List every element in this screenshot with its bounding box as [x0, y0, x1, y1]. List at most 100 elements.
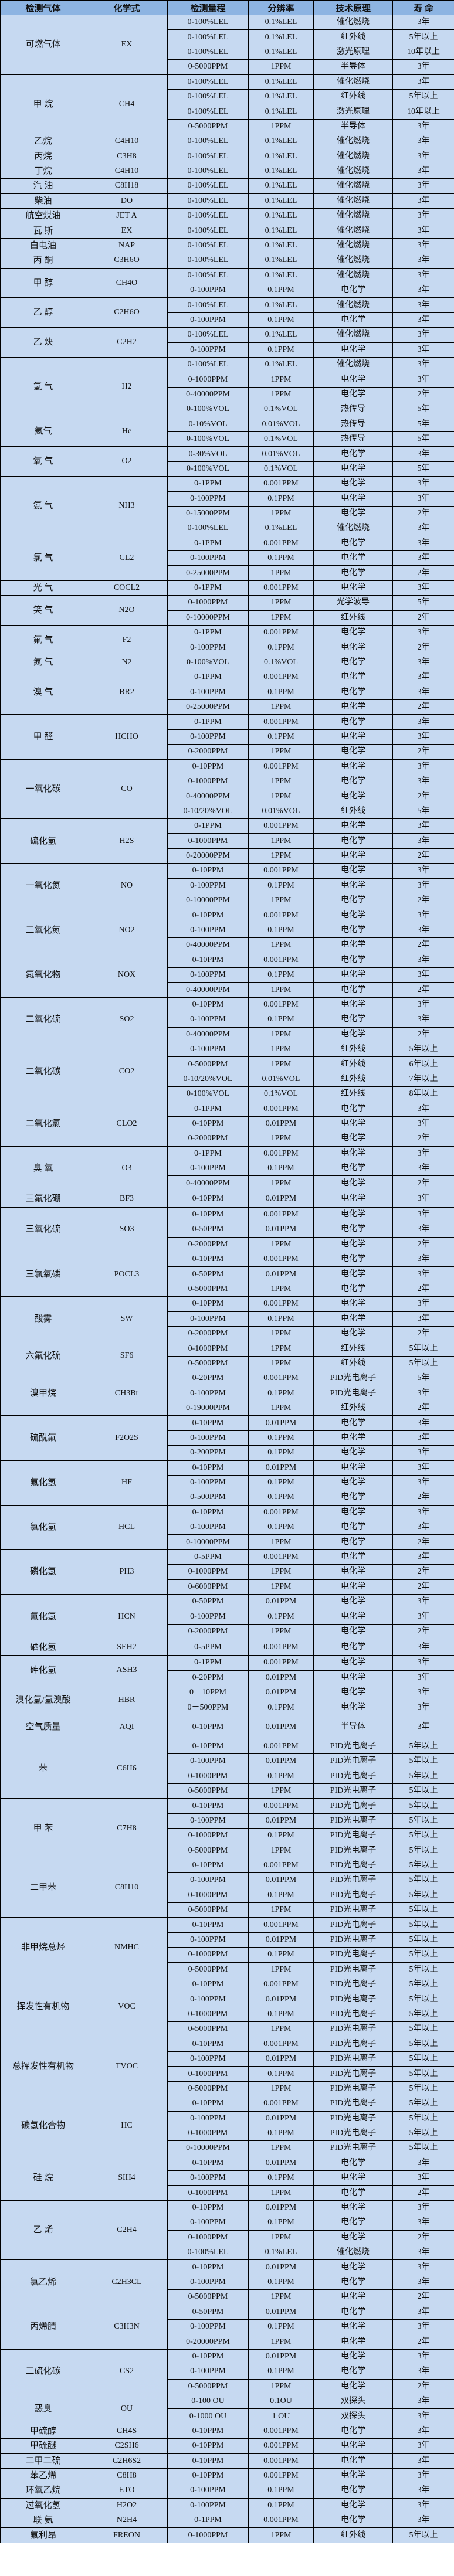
lifespan-cell: 5年 — [392, 431, 454, 447]
table-row: 苯乙烯 C8H8 0-10PPM 0.001PPM 电化学 3年 — [0, 2468, 454, 2484]
resolution-cell: 1PPM — [248, 505, 314, 522]
table-row: 0-20PPM 0.01PPM 电化学 3年 — [1, 1670, 454, 1685]
gas-name-cell: 六氟化硫 — [0, 1341, 86, 1372]
principle-cell: PID光电离子 — [313, 2036, 393, 2052]
principle-cell: PID光电离子 — [313, 2111, 393, 2126]
range-cell: 0-500PPM — [167, 1490, 249, 1506]
range-cell: 0-10/20%VOL — [167, 1071, 249, 1088]
resolution-cell: 0.01PPM — [248, 2200, 314, 2216]
table-row: 空气质量 AQI 0-10PPM 0.01PPM 半导体 3年 — [0, 1714, 454, 1739]
resolution-cell: 0.1%LEL — [248, 29, 314, 45]
table-row: 乙 烯 C2H4 0-10PPM 0.01PPM 电化学 3年 — [0, 2200, 454, 2261]
range-cell: 0-40000PPM — [167, 1027, 249, 1042]
lifespan-cell: 5年以上 — [392, 89, 454, 105]
lifespan-cell: 3年 — [392, 1474, 454, 1491]
range-cell: 0-100%LEL — [167, 521, 249, 536]
resolution-cell: 0.01PPM — [248, 1222, 314, 1238]
resolution-cell: 1PPM — [248, 699, 314, 715]
principle-cell: 电化学 — [313, 997, 393, 1013]
range-cell: 0-100%LEL — [167, 253, 249, 269]
resolution-cell: 0.1PPM — [248, 342, 314, 358]
table-row: 甲 苯 C7H8 0-10PPM 0.001PPM PID光电离子 5年以上 — [0, 1798, 454, 1858]
gas-name-cell: 甲硫醇 — [0, 2423, 86, 2439]
lifespan-cell: 3年 — [392, 1714, 454, 1739]
resolution-cell: 1PPM — [248, 982, 314, 998]
resolution-cell: 0.1PPM — [248, 2319, 314, 2335]
resolution-cell: 0.001PPM — [248, 759, 314, 774]
principle-cell: 电化学 — [313, 1281, 393, 1297]
gas-name-cell: 环氧乙烷 — [0, 2483, 86, 2499]
range-cell: 0-10PPM — [167, 952, 249, 968]
principle-cell: 电化学 — [313, 2349, 393, 2365]
resolution-cell: 0.001PPM — [248, 2438, 314, 2454]
principle-cell: 催化燃烧 — [313, 267, 393, 284]
principle-cell: 电化学 — [313, 312, 393, 328]
lifespan-cell: 2年 — [392, 1564, 454, 1580]
principle-cell: 电化学 — [313, 1012, 393, 1028]
resolution-cell: 1PPM — [248, 1962, 314, 1978]
lifespan-cell: 3年 — [392, 2155, 454, 2171]
lifespan-cell: 2年 — [392, 2378, 454, 2394]
range-cell: 0-100PPM — [167, 729, 249, 745]
principle-cell: PID光电离子 — [313, 1887, 393, 1904]
gas-name-cell: 联 氨 — [0, 2513, 86, 2529]
resolution-cell: 0.01PPM — [248, 1714, 314, 1739]
principle-cell: 电化学 — [313, 505, 393, 522]
table-row: 三氯氧磷 POCL3 0-10PPM 0.001PPM 电化学 3年 — [0, 1252, 454, 1297]
lifespan-cell: 2年 — [392, 1490, 454, 1506]
formula-cell: NO2 — [86, 908, 168, 953]
range-cell: 0-10PPM — [167, 2155, 249, 2171]
lifespan-cell: 5年以上 — [392, 1902, 454, 1918]
lifespan-cell: 2年 — [392, 1579, 454, 1595]
table-row: 0-5000PPM 1PPM PID光电离子 5年以上 — [1, 2081, 454, 2097]
formula-cell: EX — [86, 15, 168, 75]
table-row: 0-100PPM 0.1PPM 电化学 3年 — [1, 922, 454, 939]
table-row: 0-15000PPM 1PPM 电化学 2年 — [1, 505, 454, 522]
range-cell: 0-100PPM — [167, 1520, 249, 1535]
range-cell: 0-100PPM — [167, 878, 249, 894]
table-row: 0-25000PPM 1PPM 电化学 2年 — [1, 565, 454, 581]
range-cell: 0-100PPM — [167, 2051, 249, 2067]
table-row: 氦气 He 0-10%VOL 0.01%VOL 热传导 5年 — [0, 416, 454, 447]
principle-cell: 电化学 — [313, 1579, 393, 1595]
table-row: 一氧化碳 CO 0-10PPM 0.001PPM 电化学 3年 — [0, 759, 454, 820]
range-cell: 0-10PPM — [167, 2349, 249, 2365]
resolution-cell: 0.1PPM — [248, 2364, 314, 2380]
table-row: 丙 酮 C3H6O 0-100%LEL 0.1%LEL 催化燃烧 3年 — [0, 253, 454, 269]
table-row: 甲 醇 CH4O 0-100%LEL 0.1%LEL 催化燃烧 3年 — [0, 267, 454, 298]
table-row: 0-1000 OU 1 OU 双探头 3年 — [1, 2408, 454, 2424]
range-cell: 0-10PPM — [167, 1415, 249, 1431]
range-cell: 0-100PPM — [167, 491, 249, 507]
table-row: 氟利昂 FREON 0-1000PPM 1PPM 红外线 5年以上 — [0, 2527, 454, 2543]
gas-name-cell: 过氧化氢 — [0, 2497, 86, 2514]
principle-cell: 电化学 — [313, 2364, 393, 2380]
resolution-cell: 0.1PPM — [248, 312, 314, 328]
table-row: 挥发性有机物 VOC 0-10PPM 0.001PPM PID光电离子 5年以上 — [0, 1976, 454, 2037]
resolution-cell: 1PPM — [248, 744, 314, 760]
gas-name-cell: 氨 气 — [0, 476, 86, 536]
principle-cell: 热传导 — [313, 402, 393, 417]
range-cell: 0-2000PPM — [167, 1236, 249, 1253]
table-row: 0-5000PPM 1PPM PID光电离子 5年以上 — [1, 1843, 454, 1858]
lifespan-cell: 2年 — [392, 699, 454, 715]
range-cell: 0-100PPM — [167, 1161, 249, 1177]
principle-cell: 电化学 — [313, 2378, 393, 2394]
principle-cell: PID光电离子 — [313, 2066, 393, 2082]
table-row: 瓦 斯 EX 0-100%LEL 0.1%LEL 催化燃烧 3年 — [0, 223, 454, 239]
range-cell: 0-10PPM — [167, 2200, 249, 2216]
table-row: 0-10PPM 0.01PPM 电化学 3年 — [1, 1116, 454, 1132]
range-cell: 0-100%VOL — [167, 431, 249, 447]
range-cell: 0-2000PPM — [167, 1131, 249, 1147]
resolution-cell: 1PPM — [248, 1027, 314, 1042]
range-cell: 0-10PPM — [167, 1207, 249, 1223]
formula-cell: C7H8 — [86, 1798, 168, 1858]
lifespan-cell: 3年 — [392, 670, 454, 685]
resolution-cell: 1PPM — [248, 565, 314, 581]
lifespan-cell: 5年以上 — [392, 1857, 454, 1874]
formula-cell: C2H2 — [86, 327, 168, 358]
range-cell: 0-5000PPM — [167, 1902, 249, 1918]
principle-cell: 电化学 — [313, 625, 393, 641]
gas-name-cell: 三氟化硼 — [0, 1190, 86, 1208]
resolution-cell: 0.001PPM — [248, 1101, 314, 1117]
